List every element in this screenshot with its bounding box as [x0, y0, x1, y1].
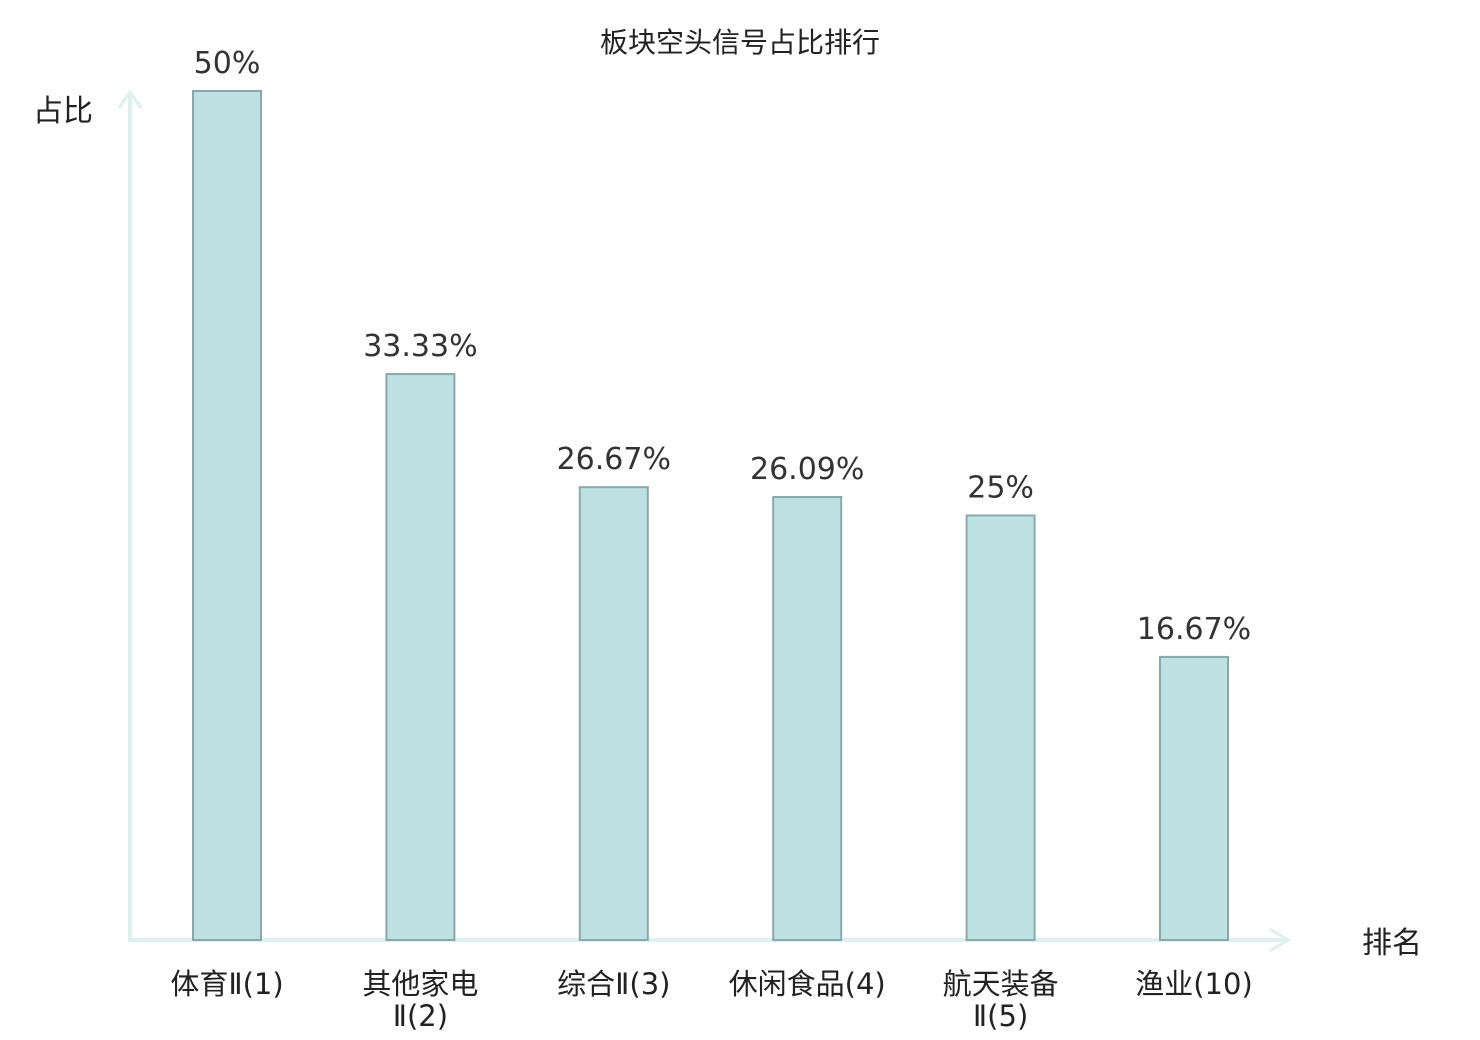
x-axis-arrow	[1269, 927, 1291, 953]
value-label-5: 25%	[967, 471, 1034, 506]
category-label-5-line-2: Ⅱ(5)	[973, 999, 1028, 1033]
category-label-2-line-2: Ⅱ(2)	[393, 999, 448, 1033]
x-axis-label: 排名	[1362, 926, 1422, 961]
category-label-2-line-1: 其他家电	[362, 967, 478, 1001]
category-label-3: 综合Ⅱ(3)	[557, 967, 670, 1001]
y-axis-label: 占比	[33, 94, 93, 129]
category-label-4: 休闲食品(4)	[729, 967, 886, 1001]
value-label-3: 26.67%	[557, 442, 671, 477]
bar-6	[1159, 655, 1229, 942]
bar-4	[772, 495, 843, 941]
bar-1	[192, 90, 262, 941]
y-axis-arrow	[117, 89, 143, 109]
value-label-4: 26.09%	[750, 452, 864, 487]
category-label-6: 渔业(10)	[1135, 967, 1253, 1001]
category-label-1: 体育Ⅱ(1)	[170, 967, 283, 1001]
value-label-1: 50%	[194, 46, 261, 81]
chart-title: 板块空头信号占比排行	[600, 26, 880, 59]
bar-5	[965, 514, 1036, 941]
category-label-5-line-1: 航天装备	[943, 967, 1059, 1001]
value-label-2: 33.33%	[363, 329, 477, 364]
bar-2	[385, 373, 456, 942]
bar-3	[578, 486, 649, 941]
value-label-6: 16.67%	[1137, 612, 1251, 647]
